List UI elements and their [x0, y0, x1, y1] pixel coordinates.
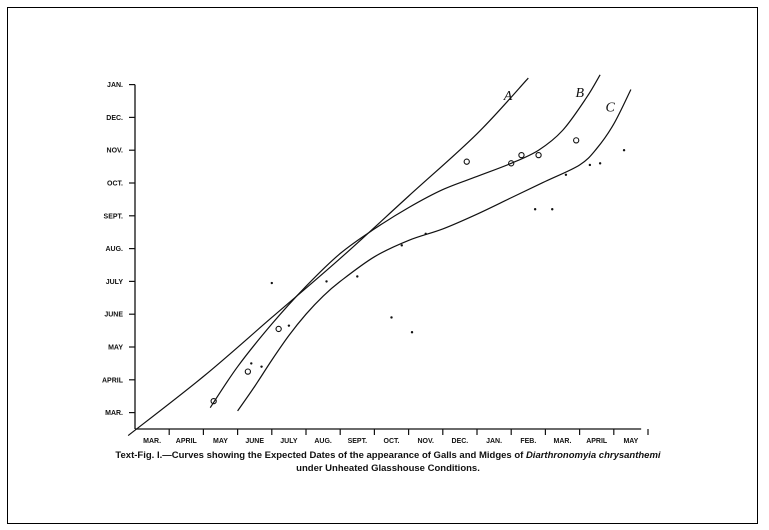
observation-circle [573, 137, 580, 144]
observation-dot [588, 163, 592, 167]
observation-circle [275, 325, 282, 333]
curve-label-a: A [503, 89, 513, 104]
y-tick-label: SEPT. [104, 213, 124, 220]
y-tick-label: JAN. [107, 82, 123, 89]
x-tick-label: FEB. [520, 438, 536, 445]
x-tick-label: JAN. [486, 438, 502, 445]
observation-dot [356, 275, 359, 278]
x-tick-label: DEC. [452, 438, 469, 445]
chart-curves [127, 74, 632, 437]
observation-dot [400, 244, 403, 247]
y-tick-label: JULY [106, 279, 124, 286]
x-tick-label: MAY [623, 438, 638, 445]
observation-dot [250, 362, 253, 365]
observation-circle [508, 160, 515, 167]
x-tick-label: MAR. [554, 438, 572, 445]
dates-chart: MAR. APRIL MAY JUNE JULY AUG. SEPT. OCT. NOV. DEC… [102, 74, 649, 445]
x-tick-label: APRIL [176, 438, 198, 445]
observation-dot [533, 208, 537, 211]
observation-circle [535, 151, 542, 159]
y-tick-label: APRIL [102, 377, 124, 384]
observation-dot [622, 149, 626, 152]
observation-dot [424, 232, 427, 236]
caption-prefix: Text-Fig. I.—Curves showing the Expected… [115, 450, 526, 461]
observation-dot [325, 280, 328, 283]
x-tick-label: AUG. [314, 438, 332, 445]
y-tick-label: DEC. [106, 115, 123, 122]
y-tick-label: AUG. [106, 246, 124, 253]
caption-line-2: under Unheated Glasshouse Conditions. [296, 463, 480, 474]
curve-labels: A B C [503, 86, 616, 116]
observation-circle [463, 158, 470, 165]
x-tick-label: MAR. [143, 438, 161, 445]
observation-dot [598, 162, 602, 165]
y-tick-label: OCT. [107, 181, 123, 188]
curve-a [127, 77, 529, 437]
y-axis-ticks: MAR. APRIL MAY JUNE JULY AUG. SEPT. OCT. NOV. DEC… [102, 82, 135, 417]
caption-line-1: Text-Fig. I.—Curves showing the Expected… [28, 449, 748, 462]
x-tick-label: OCT. [384, 438, 400, 445]
y-tick-label: MAR. [105, 410, 123, 417]
y-tick-label: NOV. [107, 148, 124, 155]
x-tick-label: NOV. [417, 438, 434, 445]
x-tick-label: MAY [213, 438, 228, 445]
observation-circle [210, 397, 217, 405]
curve-c [237, 89, 632, 412]
y-tick-label: JUNE [104, 312, 123, 319]
curve-label-c: C [606, 101, 616, 116]
observation-dot [390, 316, 393, 319]
chart-axes [134, 84, 642, 430]
curve-label-b: B [576, 86, 585, 101]
x-tick-label: JUNE [245, 438, 264, 445]
observation-circle [244, 368, 252, 375]
figure-caption: Text-Fig. I.—Curves showing the Expected… [28, 449, 748, 475]
observation-circle [518, 151, 525, 159]
figure-frame [7, 7, 758, 524]
caption-species: Diarthronomyia chrysanthemi [525, 450, 661, 461]
x-tick-label: APRIL [586, 438, 608, 445]
x-tick-label: SEPT. [348, 438, 368, 445]
observation-dot [410, 331, 414, 334]
curve-b [209, 74, 601, 409]
x-axis-ticks: MAR. APRIL MAY JUNE JULY AUG. SEPT. OCT. NOV. DEC… [143, 429, 649, 445]
y-tick-label: MAY [108, 345, 123, 352]
x-tick-label: JULY [280, 438, 298, 445]
observation-dot [551, 208, 554, 211]
observation-dot [260, 365, 263, 368]
observation-dot [564, 173, 568, 176]
observation-dot [270, 281, 273, 285]
observation-points [210, 137, 626, 405]
observation-dot [287, 324, 291, 327]
